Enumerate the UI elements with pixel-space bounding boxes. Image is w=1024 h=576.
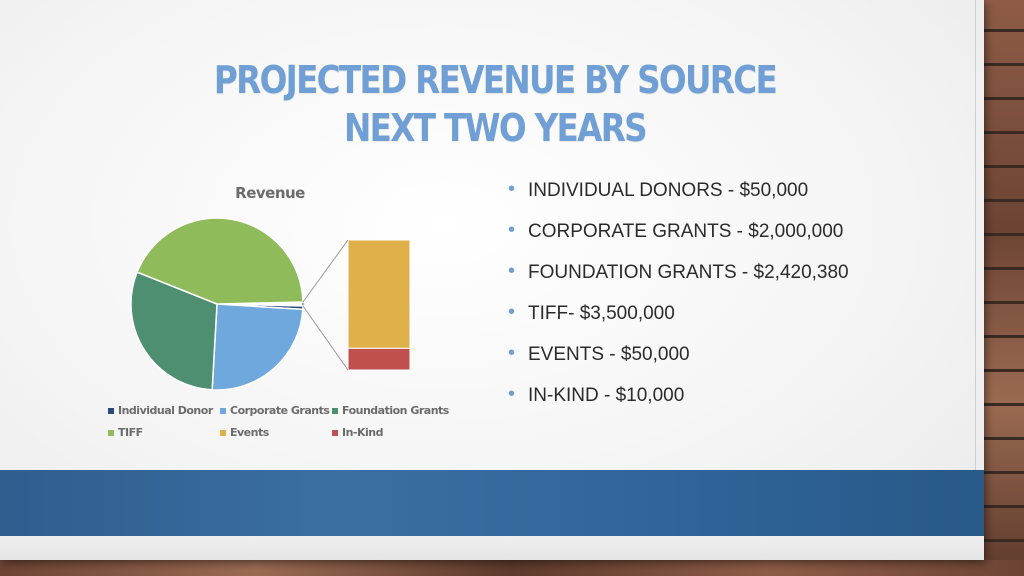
bullet-icon: • [508,219,516,241]
bullet-text: FOUNDATION GRANTS - $2,420,380 [528,262,849,283]
bullet-text: INDIVIDUAL DONORS - $50,000 [528,180,809,201]
legend-swatch [220,429,226,436]
revenue-chart: Revenue Individual Donor Corporate Grants… [100,176,460,448]
bullet-item: • IN-KIND - $10,000 [508,383,684,409]
bullet-icon: • [508,260,516,282]
legend-label: Events [230,426,269,439]
bullet-icon: • [508,178,516,200]
legend-swatch [108,407,114,414]
pie-slice [136,217,304,305]
legend-swatch [332,407,338,414]
bar-segment [347,239,411,349]
bullet-text: EVENTS - $50,000 [528,344,690,365]
legend-swatch [108,429,114,436]
bullet-item: • EVENTS - $50,000 [508,342,690,368]
legend-label: In-Kind [342,426,384,439]
legend-item: Individual Donor [108,404,213,417]
bullet-icon: • [508,383,516,405]
legend-label: TIFF [118,426,143,439]
footer-shade [0,536,984,560]
bullet-text: TIFF- $3,500,000 [528,303,675,324]
chart-title: Revenue [235,184,305,202]
bullet-item: • FOUNDATION GRANTS - $2,420,380 [508,260,849,286]
chart-svg [130,217,411,391]
legend-item: In-Kind [332,426,384,439]
pie-slice [130,271,218,391]
legend-label: Individual Donor [118,404,213,417]
title-line-1: PROJECTED REVENUE BY SOURCE [213,58,778,102]
footer-band [0,470,984,536]
bar-segment [347,347,411,371]
legend-item: Foundation Grants [332,404,449,417]
bullet-item: • INDIVIDUAL DONORS - $50,000 [508,178,808,204]
legend-label: Corporate Grants [230,404,330,417]
bullet-text: IN-KIND - $10,000 [528,385,685,406]
bullet-item: • CORPORATE GRANTS - $2,000,000 [508,219,843,245]
legend-item: Events [220,426,269,439]
legend-item: Corporate Grants [220,404,330,417]
bullet-item: • TIFF- $3,500,000 [508,301,675,327]
background-brick-floor [0,560,1024,576]
connector-line [302,305,349,371]
slide-title: PROJECTED REVENUE BY SOURCE NEXT TWO YEA… [198,56,791,152]
legend-label: Foundation Grants [342,404,449,417]
background-brick-wall [984,0,1024,576]
bullet-icon: • [508,342,516,364]
title-line-2: NEXT TWO YEARS [344,106,648,150]
slide: PROJECTED REVENUE BY SOURCE NEXT TWO YEA… [0,0,984,560]
legend-swatch [332,429,338,436]
pie-slice [211,303,304,391]
bullet-text: CORPORATE GRANTS - $2,000,000 [528,221,844,242]
connector-line [302,239,349,303]
bullet-icon: • [508,301,516,323]
legend-swatch [220,407,226,414]
legend-item: TIFF [108,426,143,439]
